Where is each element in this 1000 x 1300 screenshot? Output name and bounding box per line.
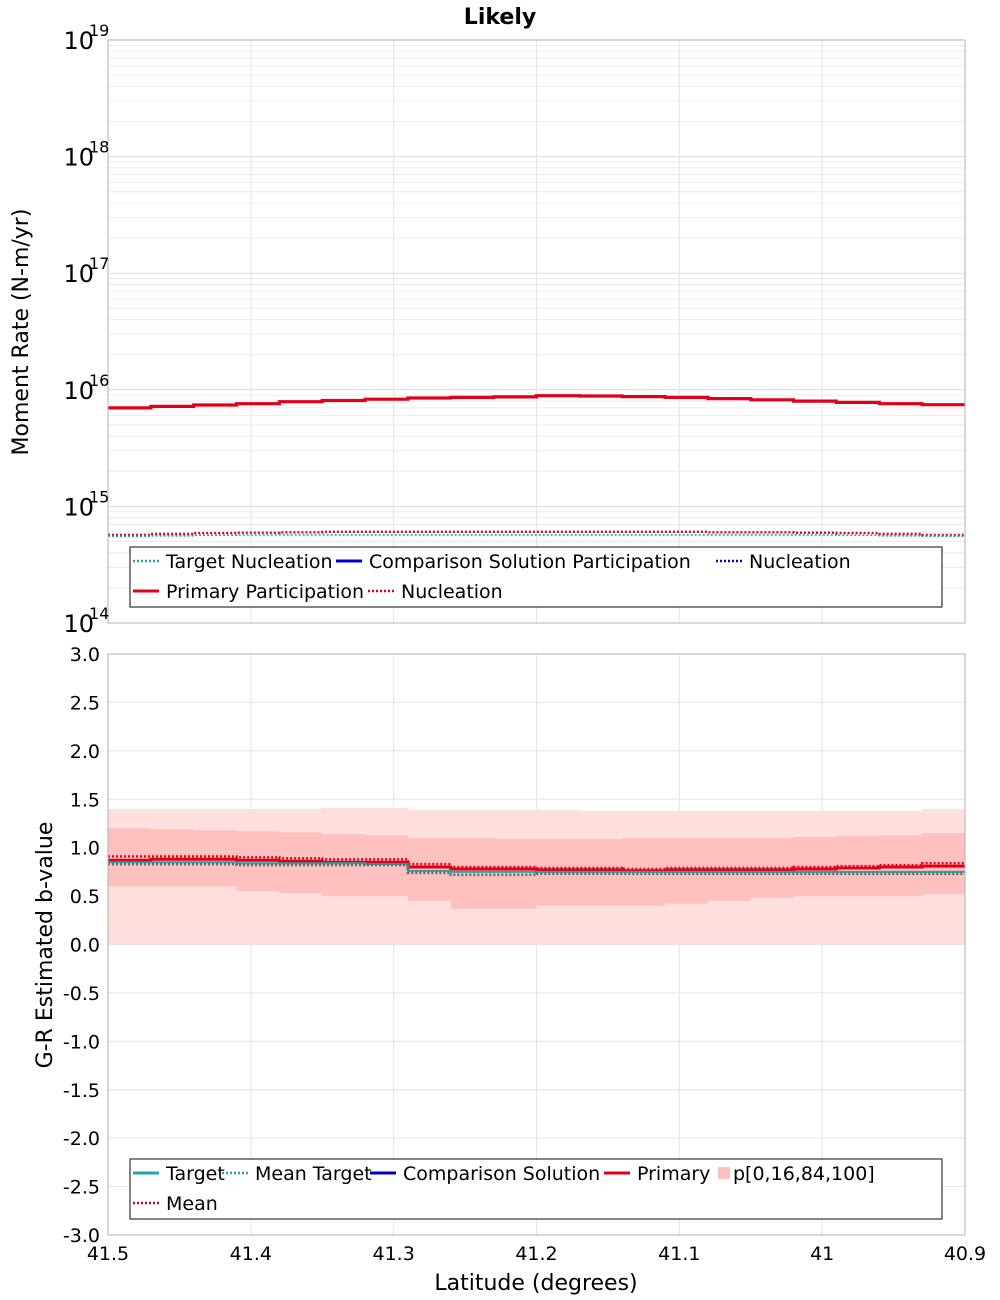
y-tick-exponent: 15 [89,487,109,506]
legend-box [129,546,943,608]
y-tick-label: 1.0 [70,838,100,860]
legend-label: Primary Participation [166,581,364,603]
legend-swatch [718,1167,730,1179]
x-tick-label: 41.2 [515,1243,557,1265]
x-tick-label: 41.4 [230,1243,272,1265]
y-tick-exponent: 14 [89,604,109,623]
y-tick-label: 10 [63,144,94,172]
y-tick-label: 10 [63,493,94,521]
x-tick-label: 41.1 [658,1243,700,1265]
bottom-series-line [108,855,965,871]
y-tick-label: 10 [63,27,94,55]
top-series [108,394,965,537]
legend-entry: Target [133,1163,225,1185]
y-tick-label: 3.0 [70,644,100,666]
y-tick-label: 1.5 [70,789,100,811]
y-tick-label: 10 [63,260,94,288]
legend-label: Target [165,1163,225,1185]
y-tick-label: -0.5 [63,983,100,1005]
y-tick-label: -2.0 [63,1128,100,1150]
x-tick-label: 41.5 [87,1243,129,1265]
legend-box [129,1158,943,1220]
legend-label: Mean [166,1193,218,1215]
legend-entry: Mean Target [222,1163,372,1185]
legend-entry: Nucleation [368,581,503,603]
legend-label: Mean Target [255,1163,372,1185]
legend-entry: Comparison Solution Participation [336,551,691,573]
y-tick-label: -3.0 [63,1225,100,1247]
legend-label: Target Nucleation [165,551,333,573]
legend-entry: p[0,16,84,100] [718,1163,875,1185]
top-series-line [108,530,965,537]
y-tick-label: 10 [63,610,94,638]
legend-entry: Primary Participation [133,581,364,603]
legend-entry: Mean [133,1193,218,1215]
bottom-series-line [108,857,965,873]
y-tick-label: 0.0 [70,935,100,957]
y-tick-label: 2.0 [70,741,100,763]
y-tick-exponent: 18 [89,138,109,157]
bottom-y-tick-labels: 3.0 2.5 2.0 1.5 1.0 0.5 0.0 -0.5 -1.0 -1.5 -2.0 -2.… [63,644,100,1247]
top-series-line [108,394,965,410]
legend-label: Nucleation [401,581,503,603]
bottom-legend: Target Mean Target Comparison Solution Prim… [129,1158,943,1220]
bottom-y-axis-label: G-R Estimated b-value [33,822,58,1069]
x-axis-label: Latitude (degrees) [434,1271,637,1296]
y-tick-exponent: 17 [89,254,109,273]
y-tick-label: -1.5 [63,1080,100,1102]
bottom-series [108,808,965,945]
legend-label: p[0,16,84,100] [733,1163,875,1185]
legend-label: Comparison Solution Participation [369,551,691,573]
top-y-axis-label: Moment Rate (N-m/yr) [9,209,34,456]
legend-entry: Comparison Solution [370,1163,600,1185]
y-tick-label: -1.0 [63,1031,100,1053]
legend-label: Nucleation [749,551,851,573]
top-series-line [108,534,965,537]
x-tick-label: 40.9 [944,1243,986,1265]
y-tick-label: 10 [63,377,94,405]
x-tick-label: 41 [810,1243,834,1265]
y-tick-exponent: 16 [89,371,109,390]
x-tick-labels: 41.5 41.4 41.3 41.2 41.1 41 40.9 [87,1243,986,1265]
top-legend: Target Nucleation Comparison Solution Par… [129,546,943,608]
top-plot-frame [107,39,966,624]
bottom-series-line [108,862,965,877]
chart-title: Likely [464,5,536,30]
bottom-plot-frame [107,653,966,1236]
legend-entry: Primary [604,1163,710,1185]
y-tick-label: -2.5 [63,1177,100,1199]
y-tick-label: 2.5 [70,692,100,714]
legend-label: Comparison Solution [403,1163,600,1185]
x-tick-label: 41.3 [373,1243,415,1265]
legend-entry: Target Nucleation [133,551,333,573]
legend-label: Primary [637,1163,710,1185]
legend-entry: Nucleation [716,551,851,573]
bottom-panel: 3.0 2.5 2.0 1.5 1.0 0.5 0.0 -0.5 -1.0 -1.5 -2.0 -2.… [33,644,986,1296]
y-tick-exponent: 19 [89,21,109,40]
y-tick-label: 0.5 [70,886,100,908]
